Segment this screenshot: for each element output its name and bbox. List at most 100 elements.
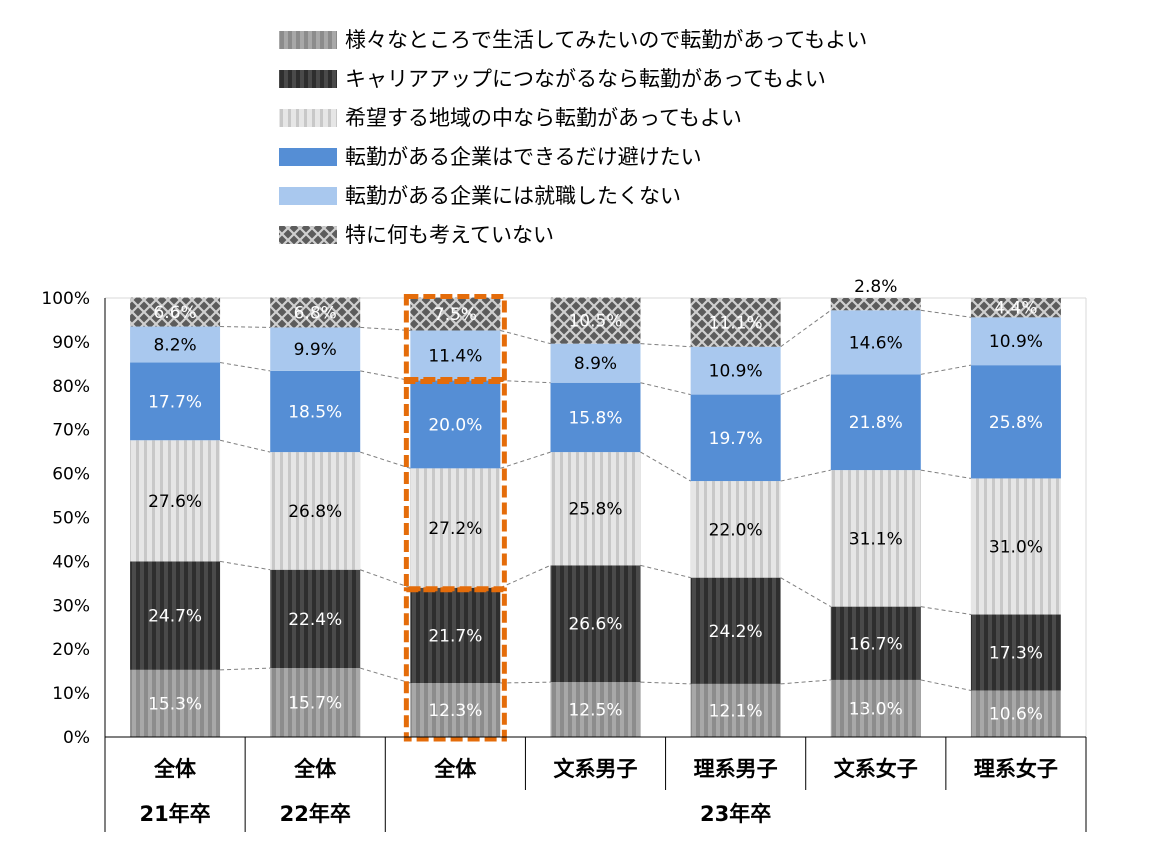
- data-label: 24.2%: [709, 622, 763, 642]
- bar-segment: [270, 668, 361, 737]
- bar-segment: [690, 346, 781, 395]
- bar-segment: [970, 614, 1061, 691]
- data-label: 10.5%: [568, 312, 622, 332]
- series-connector: [500, 380, 551, 384]
- data-label: 14.6%: [849, 333, 903, 353]
- year-group-label: 23年卒: [700, 802, 771, 826]
- data-label: 11.4%: [428, 347, 482, 367]
- legend-label: 転勤がある企業には就職したくない: [345, 184, 681, 208]
- data-label: 20.0%: [428, 415, 482, 435]
- bar-segment: [550, 297, 641, 344]
- series-connector: [640, 343, 691, 348]
- data-label: 12.3%: [428, 701, 482, 721]
- bar-segment: [550, 452, 641, 566]
- data-label: 26.6%: [568, 615, 622, 635]
- data-label: 17.3%: [989, 643, 1043, 663]
- bar-segment: [410, 468, 501, 588]
- data-label: 21.7%: [428, 626, 482, 646]
- series-connector: [780, 577, 832, 608]
- y-tick-label: 60%: [52, 465, 90, 485]
- series-connector: [500, 681, 551, 684]
- y-tick-label: 0%: [63, 728, 90, 748]
- y-tick-label: 70%: [52, 421, 90, 441]
- bar-segment: [410, 587, 501, 684]
- bar-segment: [130, 561, 221, 670]
- data-label: 11.1%: [709, 313, 763, 333]
- bar-segment: [550, 682, 641, 737]
- bar-segment: [130, 362, 221, 441]
- bar-segment: [970, 317, 1061, 366]
- bar-segment: [270, 452, 361, 570]
- series-connector: [219, 439, 271, 453]
- series-connector: [360, 370, 411, 382]
- legend-swatch: [279, 31, 337, 49]
- series-connector: [780, 373, 831, 396]
- highlight-box: [403, 587, 507, 742]
- series-connector: [920, 606, 972, 616]
- data-label: 12.5%: [568, 701, 622, 721]
- x-category-label: 理系女子: [974, 757, 1058, 781]
- series-connector: [500, 330, 551, 345]
- data-label: 10.9%: [709, 362, 763, 382]
- data-label: 13.0%: [849, 699, 903, 719]
- data-label: 12.1%: [709, 701, 763, 721]
- legend-label: 希望する地域の中なら転勤があってもよい: [345, 106, 742, 130]
- data-label: 27.2%: [428, 519, 482, 539]
- x-category-label: 全体: [293, 757, 337, 781]
- legend-label: 特に何も考えていない: [345, 223, 554, 247]
- bar-segment: [970, 478, 1061, 615]
- y-tick-label: 100%: [41, 289, 90, 309]
- series-connector: [780, 679, 831, 685]
- x-category-label: 理系男子: [694, 757, 778, 781]
- data-label: 21.8%: [849, 413, 903, 433]
- bar-segment: [830, 679, 921, 737]
- y-tick-label: 20%: [52, 640, 90, 660]
- data-label: 8.2%: [153, 336, 196, 356]
- series-connector: [500, 451, 551, 469]
- legend-swatch: [279, 148, 337, 166]
- bar-segment: [830, 298, 921, 311]
- data-label: 26.8%: [288, 502, 342, 522]
- y-tick-label: 80%: [52, 377, 90, 397]
- series-connector: [640, 681, 691, 685]
- bar-segment: [270, 569, 361, 669]
- y-tick-label: 90%: [52, 333, 90, 353]
- y-tick-label: 40%: [52, 552, 90, 572]
- bar-segment: [970, 690, 1061, 737]
- bar-segment: [130, 326, 221, 363]
- series-connector: [780, 469, 831, 482]
- legend-swatch: [279, 70, 337, 88]
- bar-segment: [690, 298, 781, 347]
- series-connector: [219, 362, 271, 372]
- data-label: 7.5%: [434, 305, 477, 325]
- series-connector: [220, 326, 271, 328]
- bar-segment: [690, 394, 781, 482]
- x-category-label: 全体: [153, 757, 197, 781]
- data-label: 22.0%: [709, 520, 763, 540]
- legend-label: 転勤がある企業はできるだけ避けたい: [345, 145, 702, 169]
- bar-segment: [830, 374, 921, 471]
- bar-segment: [550, 382, 641, 453]
- bar-segment: [970, 365, 1061, 479]
- data-label: 31.1%: [849, 529, 903, 549]
- bar-segment: [550, 343, 641, 383]
- bar-segment: [410, 297, 501, 331]
- bar-segment: [970, 298, 1061, 318]
- data-label: 6.8%: [294, 303, 337, 323]
- bar-segment: [410, 380, 501, 469]
- series-connector: [360, 569, 411, 589]
- bar-segment: [270, 297, 361, 328]
- bar-segment: [130, 669, 221, 737]
- bar-segment: [130, 297, 221, 327]
- series-connector: [920, 364, 972, 375]
- highlight-box: [403, 294, 507, 385]
- y-tick-label: 50%: [52, 509, 90, 529]
- bar-segment: [410, 330, 501, 381]
- data-label: 10.9%: [989, 332, 1043, 352]
- data-label: 9.9%: [294, 340, 337, 360]
- data-label: 25.8%: [568, 500, 622, 520]
- series-connector: [360, 667, 411, 684]
- legend-label: 様々なところで生活してみたいので転勤があってもよい: [345, 28, 867, 52]
- data-label: 4.4%: [994, 299, 1037, 319]
